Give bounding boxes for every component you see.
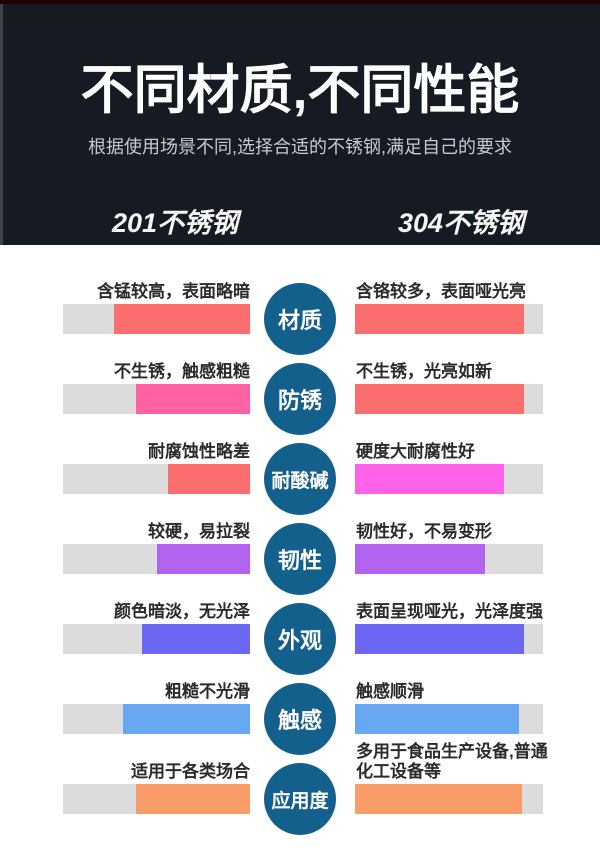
attribute-circle: 外观 [264,603,336,675]
right-bar-fill [355,384,525,414]
comparison-rows: 含锰较高，表面略暗 含铬较多，表面哑光亮 材质 不生锈，触感粗糙 不生锈，光亮如… [0,245,600,835]
left-spec-text: 耐腐蚀性略差 [148,442,250,461]
left-bar-track [63,544,250,574]
left-bar-fill [135,384,250,414]
attribute-circle-label: 外观 [277,628,322,653]
attribute-circle-label: 触感 [277,708,322,733]
comparison-row: 颜色暗淡，无光泽 表面呈现哑光，光泽度强 外观 [0,565,600,675]
right-spec-text: 表面呈现哑光，光泽度强 [356,602,543,621]
right-bar-fill [355,304,525,334]
left-spec-text: 适用于各类场合 [131,762,250,781]
comparison-row: 适用于各类场合 多用于食品生产设备,普通化工设备等 应用度 [0,725,600,835]
left-spec-text: 含锰较高，表面略暗 [97,282,250,301]
left-bar-track [63,384,250,414]
left-bar-fill [113,304,250,334]
attribute-circle: 触感 [264,683,336,755]
right-bar-fill [355,784,523,814]
column-header-304: 304不锈钢 [398,208,525,238]
right-spec-text: 不生锈，光亮如新 [356,362,492,381]
right-spec-text: 含铬较多，表面哑光亮 [356,282,526,301]
left-bar-track [63,704,250,734]
right-spec-text: 触感顺滑 [356,682,424,701]
attribute-circle-label: 耐酸碱 [271,470,329,492]
right-spec-text: 多用于食品生产设备,普通化工设备等 [356,742,548,781]
column-header-201: 201不锈钢 [112,208,239,238]
left-spec-text: 颜色暗淡，无光泽 [114,602,250,621]
left-bar-fill [156,544,250,574]
right-bar-fill [355,624,525,654]
right-bar-fill [355,464,504,494]
comparison-row: 粗糙不光滑 触感顺滑 触感 [0,645,600,755]
left-bar-fill [141,624,250,654]
left-spec-text: 不生锈，触感粗糙 [114,362,250,381]
left-bar-fill [167,464,250,494]
comparison-row: 耐腐蚀性略差 硬度大耐腐性好 耐酸碱 [0,405,600,515]
right-bar-fill [355,704,519,734]
page-subtitle: 根据使用场景不同,选择合适的不锈钢,满足自己的要求 [88,137,512,157]
left-bar-track [63,304,250,334]
left-bar-fill [122,704,250,734]
header-left-edge [0,4,3,245]
attribute-circle: 韧性 [264,523,336,595]
right-bar-track [355,784,543,814]
right-spec-text: 韧性好，不易变形 [356,522,492,541]
right-bar-track [355,464,543,494]
right-bar-fill [355,544,485,574]
left-bar-track [63,624,250,654]
attribute-circle: 材质 [264,283,336,355]
attribute-circle-label: 应用度 [271,790,329,812]
header-banner: 不同材质,不同性能 根据使用场景不同,选择合适的不锈钢,满足自己的要求 201不… [0,0,600,245]
left-spec-text: 粗糙不光滑 [165,682,250,701]
attribute-circle-label: 材质 [277,308,322,333]
attribute-circle: 应用度 [264,763,336,835]
left-bar-track [63,464,250,494]
left-spec-text: 较硬，易拉裂 [148,522,250,541]
comparison-row: 不生锈，触感粗糙 不生锈，光亮如新 防锈 [0,325,600,435]
right-spec-text: 硬度大耐腐性好 [356,442,475,461]
comparison-row: 含锰较高，表面略暗 含铬较多，表面哑光亮 材质 [0,245,600,355]
right-bar-track [355,624,543,654]
right-bar-track [355,304,543,334]
right-bar-track [355,704,543,734]
right-bar-track [355,544,543,574]
attribute-circle-label: 韧性 [277,548,322,573]
header-top-strip [0,0,600,4]
page-title: 不同材质,不同性能 [80,61,520,120]
left-bar-track [63,784,250,814]
comparison-row: 较硬，易拉裂 韧性好，不易变形 韧性 [0,485,600,595]
right-bar-track [355,384,543,414]
attribute-circle: 防锈 [264,363,336,435]
left-bar-fill [135,784,250,814]
attribute-circle: 耐酸碱 [264,443,336,515]
attribute-circle-label: 防锈 [277,388,322,413]
